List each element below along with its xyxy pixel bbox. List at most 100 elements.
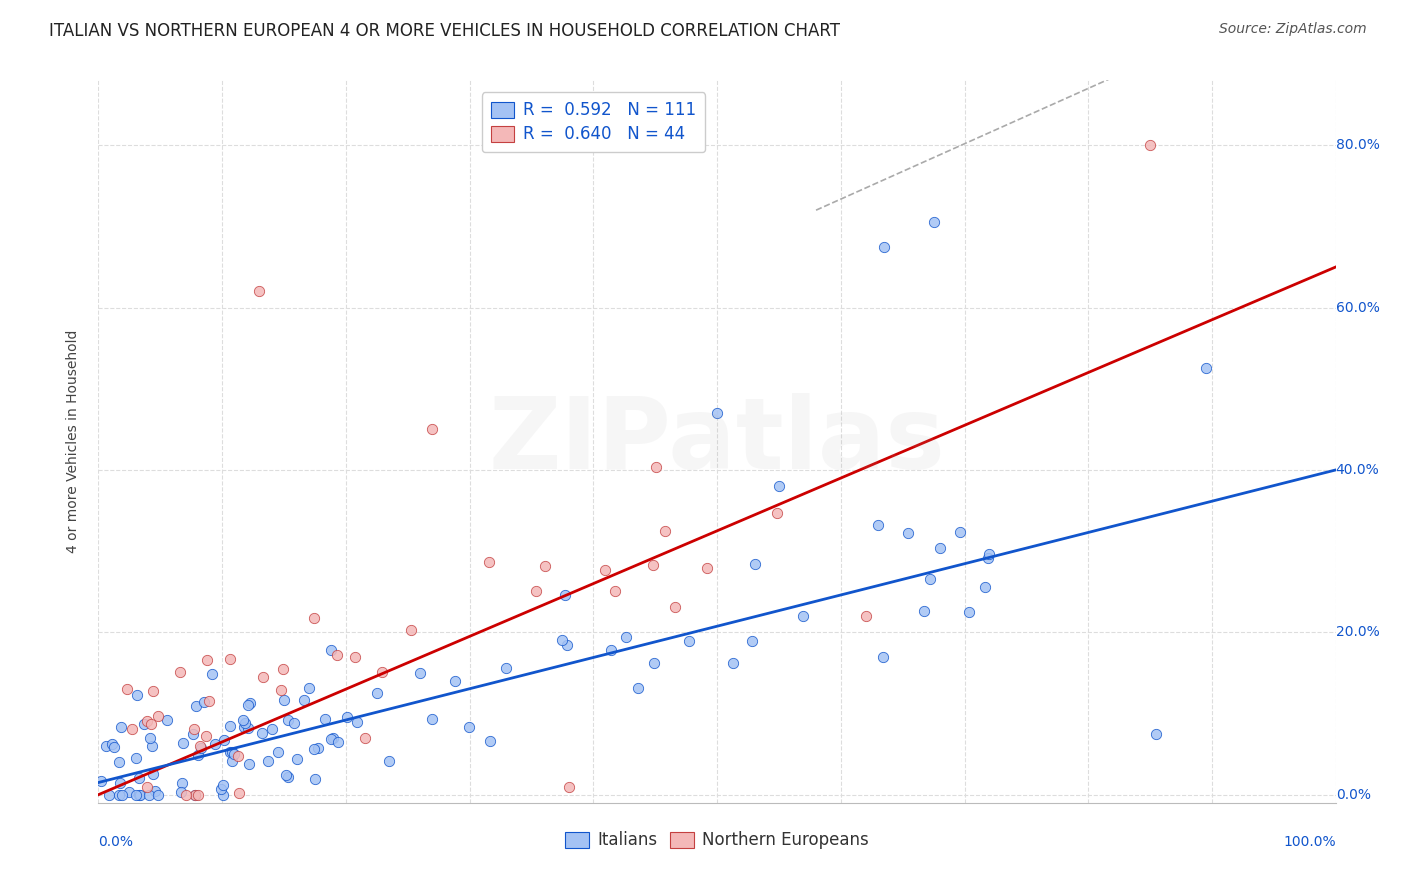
- Point: [321, 642, 343, 657]
- Point: [283, 715, 305, 730]
- Point: [741, 634, 763, 648]
- Point: [204, 737, 226, 751]
- Text: Source: ZipAtlas.com: Source: ZipAtlas.com: [1219, 22, 1367, 37]
- Point: [343, 650, 366, 665]
- Point: [273, 692, 295, 706]
- Point: [973, 580, 995, 594]
- Point: [866, 517, 889, 532]
- Point: [326, 648, 349, 662]
- Point: [616, 631, 638, 645]
- Point: [551, 633, 574, 648]
- Point: [221, 754, 243, 768]
- Text: ITALIAN VS NORTHERN EUROPEAN 4 OR MORE VEHICLES IN HOUSEHOLD CORRELATION CHART: ITALIAN VS NORTHERN EUROPEAN 4 OR MORE V…: [49, 22, 841, 40]
- Point: [108, 755, 131, 769]
- Point: [641, 558, 664, 572]
- Text: 40.0%: 40.0%: [1336, 463, 1379, 477]
- Point: [226, 748, 249, 763]
- Point: [219, 745, 242, 759]
- Point: [183, 723, 205, 737]
- Point: [187, 747, 209, 762]
- Point: [90, 774, 112, 789]
- Point: [139, 731, 162, 745]
- Point: [212, 732, 235, 747]
- Point: [125, 688, 148, 702]
- Point: [371, 665, 394, 679]
- Point: [274, 768, 297, 782]
- Point: [765, 506, 787, 520]
- Point: [233, 715, 256, 730]
- Point: [922, 215, 945, 229]
- Point: [444, 673, 467, 688]
- Point: [277, 713, 299, 727]
- Point: [221, 745, 243, 759]
- Point: [128, 788, 150, 802]
- Point: [97, 788, 120, 802]
- Point: [121, 723, 143, 737]
- Point: [111, 788, 134, 802]
- Point: [195, 653, 218, 667]
- Point: [557, 780, 579, 794]
- Point: [554, 588, 576, 602]
- Point: [212, 788, 235, 802]
- Text: 20.0%: 20.0%: [1336, 625, 1379, 640]
- Point: [146, 788, 169, 802]
- Point: [156, 714, 179, 728]
- Point: [142, 767, 165, 781]
- Point: [125, 751, 148, 765]
- Point: [457, 720, 479, 734]
- Point: [319, 731, 342, 746]
- Point: [723, 656, 745, 670]
- Point: [181, 727, 204, 741]
- Point: [422, 422, 444, 436]
- Text: 100.0%: 100.0%: [1284, 835, 1336, 849]
- Point: [142, 684, 165, 698]
- Point: [977, 547, 1000, 561]
- Point: [236, 698, 259, 712]
- Point: [125, 788, 148, 802]
- Text: 0.0%: 0.0%: [1336, 788, 1371, 802]
- Point: [957, 605, 980, 619]
- Point: [399, 623, 422, 637]
- Point: [138, 788, 160, 802]
- Point: [252, 726, 274, 740]
- Point: [326, 735, 349, 749]
- Point: [873, 240, 896, 254]
- Point: [238, 756, 260, 771]
- Point: [218, 719, 240, 733]
- Point: [1139, 138, 1161, 153]
- Point: [115, 681, 138, 696]
- Point: [141, 739, 163, 753]
- Point: [524, 584, 547, 599]
- Point: [744, 557, 766, 571]
- Point: [267, 745, 290, 759]
- Point: [141, 717, 163, 731]
- Point: [277, 770, 299, 784]
- Point: [233, 720, 256, 734]
- Point: [148, 708, 170, 723]
- Point: [257, 754, 280, 768]
- Point: [188, 739, 211, 753]
- Point: [599, 643, 621, 657]
- Point: [169, 665, 191, 679]
- Point: [103, 739, 125, 754]
- Point: [96, 739, 118, 754]
- Point: [218, 652, 240, 666]
- Point: [696, 560, 718, 574]
- Point: [495, 660, 517, 674]
- Point: [100, 737, 122, 751]
- Point: [184, 699, 207, 714]
- Point: [593, 563, 616, 577]
- Point: [260, 722, 283, 736]
- Point: [706, 406, 728, 420]
- Point: [533, 558, 555, 573]
- Point: [224, 747, 246, 761]
- Point: [174, 788, 197, 802]
- Text: 60.0%: 60.0%: [1336, 301, 1379, 315]
- Point: [136, 714, 159, 728]
- Point: [353, 731, 375, 745]
- Point: [108, 788, 131, 802]
- Point: [479, 734, 502, 748]
- Point: [285, 752, 308, 766]
- Point: [949, 525, 972, 540]
- Point: [232, 713, 254, 727]
